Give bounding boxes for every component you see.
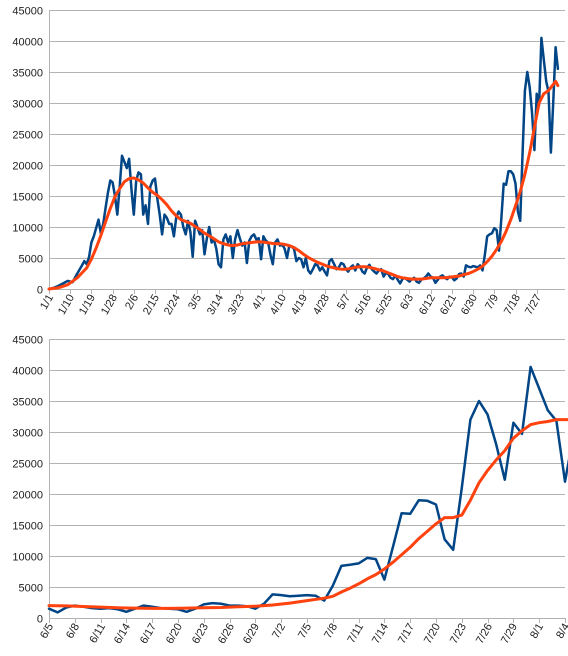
y-tick-label: 30000 (12, 99, 43, 111)
x-tick-label: 2/15 (141, 293, 162, 318)
x-tick-label: 3/14 (205, 293, 226, 318)
smoothed-line (47, 79, 560, 291)
x-tick-label: 1/10 (56, 293, 77, 318)
x-tick-label: 7/26 (474, 622, 495, 647)
x-tick-label: 6/30 (459, 293, 480, 318)
y-tick-label: 20000 (12, 490, 43, 502)
x-tick-label: 2/24 (162, 293, 183, 318)
daily-line (47, 365, 568, 614)
x-tick-label: 6/3 (398, 293, 416, 312)
x-tick-label: 7/27 (523, 293, 544, 318)
x-tick-label: 7/18 (502, 293, 523, 318)
x-tick-label: 6/29 (241, 622, 262, 647)
x-tick-label: 3/5 (186, 293, 204, 312)
y-tick-label: 5000 (19, 254, 43, 266)
y-tick-label: 40000 (12, 366, 43, 378)
x-tick-label: 6/17 (138, 622, 159, 647)
x-tick-label: 6/11 (87, 622, 108, 646)
x-tick-label: 5/7 (335, 293, 353, 312)
x-tick-label: 4/28 (311, 293, 332, 318)
x-tick-label: 4/19 (289, 293, 310, 318)
y-tick-label: 15000 (12, 521, 43, 533)
x-tick-label: 7/9 (483, 293, 501, 312)
y-tick-label: 35000 (12, 397, 43, 409)
smoothed-line (47, 418, 568, 610)
x-tick-label: 1/28 (99, 293, 120, 318)
x-tick-label: 6/23 (190, 622, 211, 647)
x-tick-label: 7/17 (396, 622, 417, 647)
y-tick-label: 30000 (12, 428, 43, 440)
x-tick-label: 6/12 (417, 293, 438, 318)
x-tick-label: 7/23 (448, 622, 469, 647)
x-tick-label: 8/1 (528, 622, 546, 641)
x-tick-label: 7/11 (345, 622, 366, 646)
x-tick-label: 3/23 (226, 293, 247, 318)
y-tick-label: 25000 (12, 130, 43, 142)
x-tick-label: 4/1 (250, 293, 268, 312)
y-tick-label: 40000 (12, 37, 43, 49)
x-tick-label: 1/19 (77, 293, 98, 318)
x-tick-label: 6/20 (164, 622, 185, 647)
daily-line (47, 36, 560, 291)
y-tick-label: 10000 (12, 223, 43, 235)
x-tick-label: 6/14 (112, 622, 133, 647)
x-tick-label: 7/8 (322, 622, 340, 641)
x-tick-label: 7/5 (296, 622, 314, 641)
y-tick-label: 15000 (12, 192, 43, 204)
x-tick-label: 6/8 (64, 622, 82, 641)
x-tick-label: 4/10 (268, 293, 289, 318)
y-tick-label: 0 (37, 285, 43, 297)
y-tick-label: 25000 (12, 459, 43, 471)
y-tick-label: 20000 (12, 161, 43, 173)
chart-bottom-recent: 0 5000 10000 15000 20000 25000 30000 35000 40000… (12, 335, 568, 647)
x-tick-label: 5/25 (374, 293, 395, 318)
x-tick-label: 7/29 (499, 622, 520, 647)
x-tick-label: 7/2 (270, 622, 288, 641)
y-tick-label: 45000 (12, 335, 43, 347)
y-tick-label: 45000 (12, 6, 43, 18)
x-tick-label: 6/21 (438, 293, 459, 318)
x-tick-label: 7/14 (370, 622, 391, 647)
y-tick-label: 0 (37, 614, 43, 626)
chart-top-full-year: 0 5000 10000 15000 20000 25000 30000 35000 40000… (12, 6, 565, 318)
y-tick-label: 35000 (12, 68, 43, 80)
x-tick-label: 2/6 (123, 293, 141, 312)
x-tick-label: 5/16 (353, 293, 374, 318)
x-tick-label: 6/26 (216, 622, 237, 647)
x-tick-label: 7/20 (422, 622, 443, 647)
y-tick-label: 5000 (19, 583, 43, 595)
y-tick-label: 10000 (12, 552, 43, 564)
x-tick-label: 8/4 (554, 622, 568, 641)
